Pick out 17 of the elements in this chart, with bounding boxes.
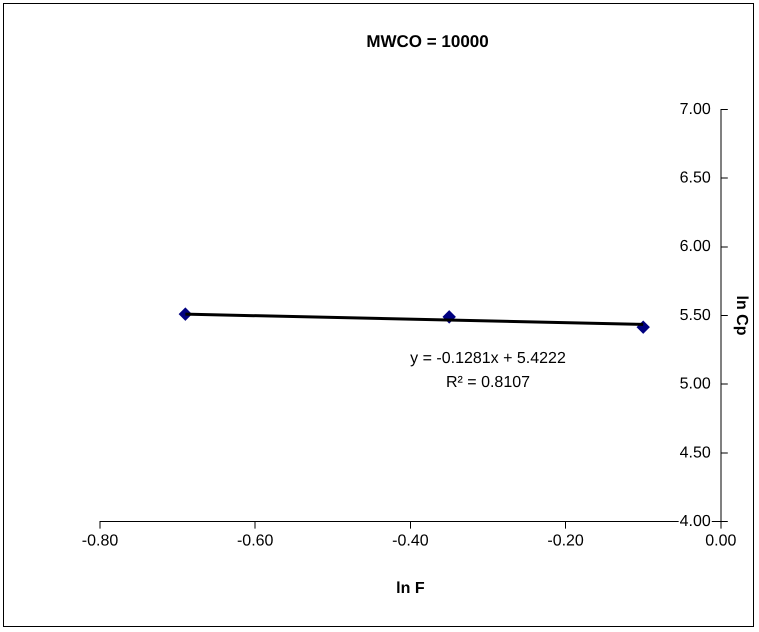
- chart-title: MWCO = 10000: [366, 32, 489, 51]
- x-tick-label: 0.00: [705, 532, 736, 550]
- y-tick-label: 7.00: [680, 100, 711, 118]
- y-tick-label: 4.50: [680, 444, 711, 462]
- annotation: R² = 0.8107: [446, 374, 530, 391]
- annotation: y = -0.1281x + 5.4222: [410, 350, 566, 367]
- y-tick-label: 5.00: [680, 376, 711, 393]
- y-tick-label: 6.50: [680, 170, 711, 187]
- x-axis-title: ln F: [396, 580, 425, 597]
- x-tick-label: -0.60: [236, 532, 274, 550]
- y-tick-label: 4.00: [680, 513, 711, 530]
- x-tick-label: -0.20: [547, 532, 584, 550]
- y-tick-label: 6.00: [680, 238, 711, 256]
- x-tick-label: -0.40: [392, 532, 429, 550]
- x-tick-label: -0.80: [82, 532, 118, 550]
- y-tick-label: 5.50: [680, 306, 711, 324]
- y-axis-title: ln Cp: [732, 296, 750, 336]
